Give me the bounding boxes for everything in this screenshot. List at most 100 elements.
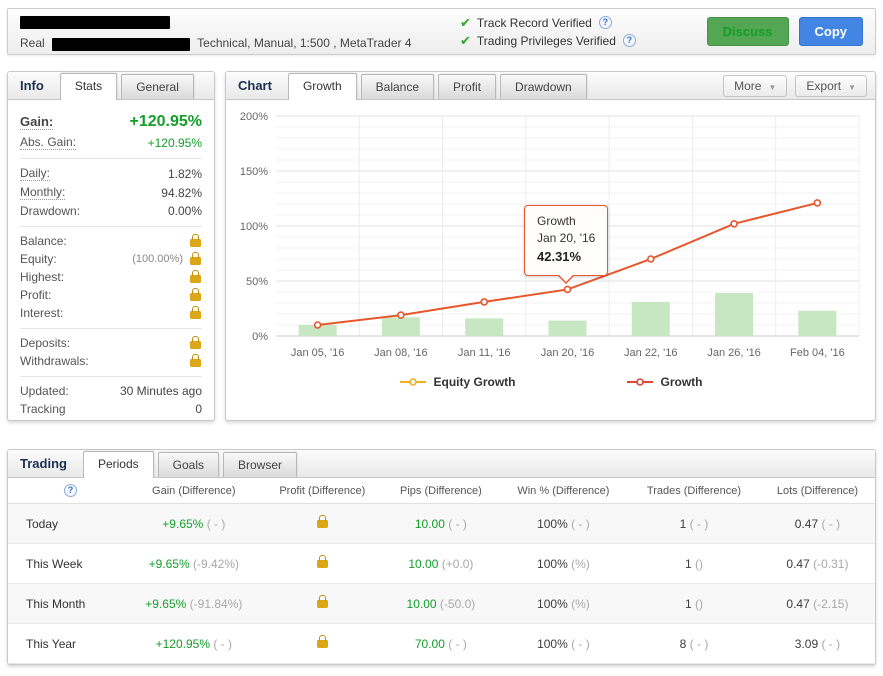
redacted-account-name bbox=[20, 15, 170, 29]
info-panel-title: Info bbox=[20, 78, 44, 93]
info-value: (100.00%) bbox=[132, 252, 202, 265]
info-value bbox=[189, 306, 202, 319]
tab-growth[interactable]: Growth bbox=[287, 73, 357, 100]
info-label: Tracking bbox=[20, 402, 66, 416]
growth-point[interactable] bbox=[480, 298, 489, 306]
growth-point[interactable] bbox=[813, 199, 822, 207]
x-axis-tick: Jan 05, '16 bbox=[291, 347, 344, 359]
info-label: Drawdown: bbox=[20, 204, 81, 218]
info-value: 1.82% bbox=[167, 166, 202, 181]
table-row: This Month +9.65% (-91.84%) 10.00 (-50.0) 1… bbox=[8, 583, 875, 624]
copy-button[interactable]: Copy bbox=[798, 17, 863, 46]
trading-panel-title: Trading bbox=[20, 456, 67, 471]
info-row: Daily: 1.82% bbox=[20, 164, 202, 183]
profit-cell bbox=[261, 623, 383, 664]
period-cell: This Week bbox=[8, 543, 126, 584]
check-icon: ✔ bbox=[460, 32, 471, 48]
y-axis-tick: 50% bbox=[246, 276, 268, 288]
account-header: Real Technical, Manual, 1:500 , MetaTrad… bbox=[7, 8, 876, 55]
discuss-button[interactable]: Discuss bbox=[706, 17, 789, 46]
info-group: Deposits: Withdrawals: bbox=[20, 329, 202, 377]
periods-table: ? Gain (Difference) Profit (Difference) … bbox=[8, 478, 875, 664]
tab-balance[interactable]: Balance bbox=[360, 74, 435, 99]
lock-icon bbox=[316, 635, 328, 648]
info-value: 0 bbox=[195, 402, 202, 416]
profit-cell bbox=[261, 503, 383, 544]
lock-icon bbox=[190, 270, 201, 283]
trades-cell: 1 () bbox=[628, 543, 760, 584]
help-icon[interactable]: ? bbox=[64, 484, 77, 497]
legend-equity-growth[interactable]: Equity Growth bbox=[399, 375, 516, 389]
verification-block: ✔ Track Record Verified ? ✔ Trading Priv… bbox=[460, 13, 707, 51]
equity-growth-bar[interactable] bbox=[381, 317, 420, 336]
chart-panel-title: Chart bbox=[238, 78, 272, 93]
info-row: Interest: bbox=[20, 304, 202, 322]
pips-cell: 70.00 ( - ) bbox=[382, 623, 499, 664]
profit-cell bbox=[261, 543, 383, 584]
info-value bbox=[189, 336, 202, 349]
help-icon[interactable]: ? bbox=[598, 16, 612, 29]
growth-point[interactable] bbox=[730, 220, 738, 228]
export-dropdown[interactable]: Export ▼ bbox=[795, 74, 867, 97]
info-value: +120.95% bbox=[147, 135, 202, 150]
info-row: Withdrawals: bbox=[20, 352, 202, 370]
equity-growth-bar[interactable] bbox=[548, 320, 587, 336]
info-row: Profit: bbox=[20, 286, 202, 304]
growth-point[interactable] bbox=[397, 311, 405, 319]
info-group: Updated: 30 Minutes ago Tracking 0 bbox=[20, 377, 202, 424]
tab-profit[interactable]: Profit bbox=[438, 74, 497, 99]
info-value bbox=[189, 234, 202, 247]
tab-browser[interactable]: Browser bbox=[223, 452, 298, 477]
win-cell: 100% ( - ) bbox=[498, 623, 629, 664]
track-record-verified-label: Track Record Verified bbox=[476, 15, 592, 30]
help-icon[interactable]: ? bbox=[622, 34, 636, 47]
win-cell: 100% ( - ) bbox=[498, 503, 629, 544]
tab-stats[interactable]: Stats bbox=[59, 73, 118, 100]
gain-cell: +120.95% ( - ) bbox=[126, 623, 262, 664]
equity-growth-bar[interactable] bbox=[298, 325, 337, 336]
lock-icon bbox=[190, 288, 201, 301]
lock-icon bbox=[190, 252, 201, 265]
lock-icon bbox=[190, 306, 201, 319]
growth-point[interactable] bbox=[313, 321, 322, 329]
info-row: Updated: 30 Minutes ago bbox=[20, 382, 202, 400]
win-cell: 100% (%) bbox=[498, 543, 629, 584]
growth-point[interactable] bbox=[646, 255, 655, 263]
lots-cell: 3.09 ( - ) bbox=[759, 623, 875, 664]
info-row: Balance: bbox=[20, 232, 202, 250]
equity-growth-bar[interactable] bbox=[465, 318, 504, 336]
tab-general[interactable]: General bbox=[121, 74, 194, 99]
info-value bbox=[189, 288, 202, 301]
legend-growth[interactable]: Growth bbox=[626, 375, 703, 389]
equity-growth-bar[interactable] bbox=[798, 310, 837, 336]
info-label: Monthly: bbox=[20, 185, 66, 200]
info-row: Highest: bbox=[20, 268, 202, 286]
info-row: Gain: +120.95% bbox=[20, 111, 202, 133]
column-header: Pips (Difference) bbox=[382, 478, 499, 504]
equity-growth-bar[interactable] bbox=[715, 293, 754, 336]
tab-periods[interactable]: Periods bbox=[82, 451, 154, 478]
chevron-down-icon: ▼ bbox=[768, 82, 777, 92]
growth-point[interactable] bbox=[563, 285, 572, 294]
info-label: Interest: bbox=[20, 306, 64, 320]
tab-goals[interactable]: Goals bbox=[157, 452, 219, 477]
lots-cell: 0.47 (-0.31) bbox=[759, 543, 875, 584]
y-axis-tick: 150% bbox=[240, 166, 268, 178]
gain-cell: +9.65% (-91.84%) bbox=[126, 583, 262, 624]
equity-growth-bar[interactable] bbox=[631, 301, 670, 336]
chart-legend: Equity Growth Growth bbox=[226, 371, 875, 397]
period-cell: This Month bbox=[8, 583, 126, 624]
tab-drawdown[interactable]: Drawdown bbox=[500, 74, 587, 99]
y-axis-tick: 200% bbox=[240, 111, 268, 123]
chart-canvas: 0% 50% 100% 150% 200% Jan 05, '16 Jan 08, '16 J… bbox=[240, 111, 860, 359]
table-row: Today +9.65% ( - ) 10.00 ( - ) 100% ( - ) 1 … bbox=[8, 503, 875, 544]
lock-icon bbox=[316, 555, 328, 568]
more-dropdown[interactable]: More ▼ bbox=[723, 74, 788, 97]
info-value: 0.00% bbox=[167, 204, 202, 218]
period-cell: This Year bbox=[8, 623, 126, 664]
pips-cell: 10.00 (-50.0) bbox=[382, 583, 499, 624]
info-row: Tracking 0 bbox=[20, 400, 202, 418]
growth-chart[interactable]: 0% 50% 100% 150% 200% Jan 05, '16 Jan 08, '16 J… bbox=[226, 100, 875, 371]
info-label: Deposits: bbox=[20, 336, 71, 350]
info-label: Daily: bbox=[20, 166, 51, 181]
